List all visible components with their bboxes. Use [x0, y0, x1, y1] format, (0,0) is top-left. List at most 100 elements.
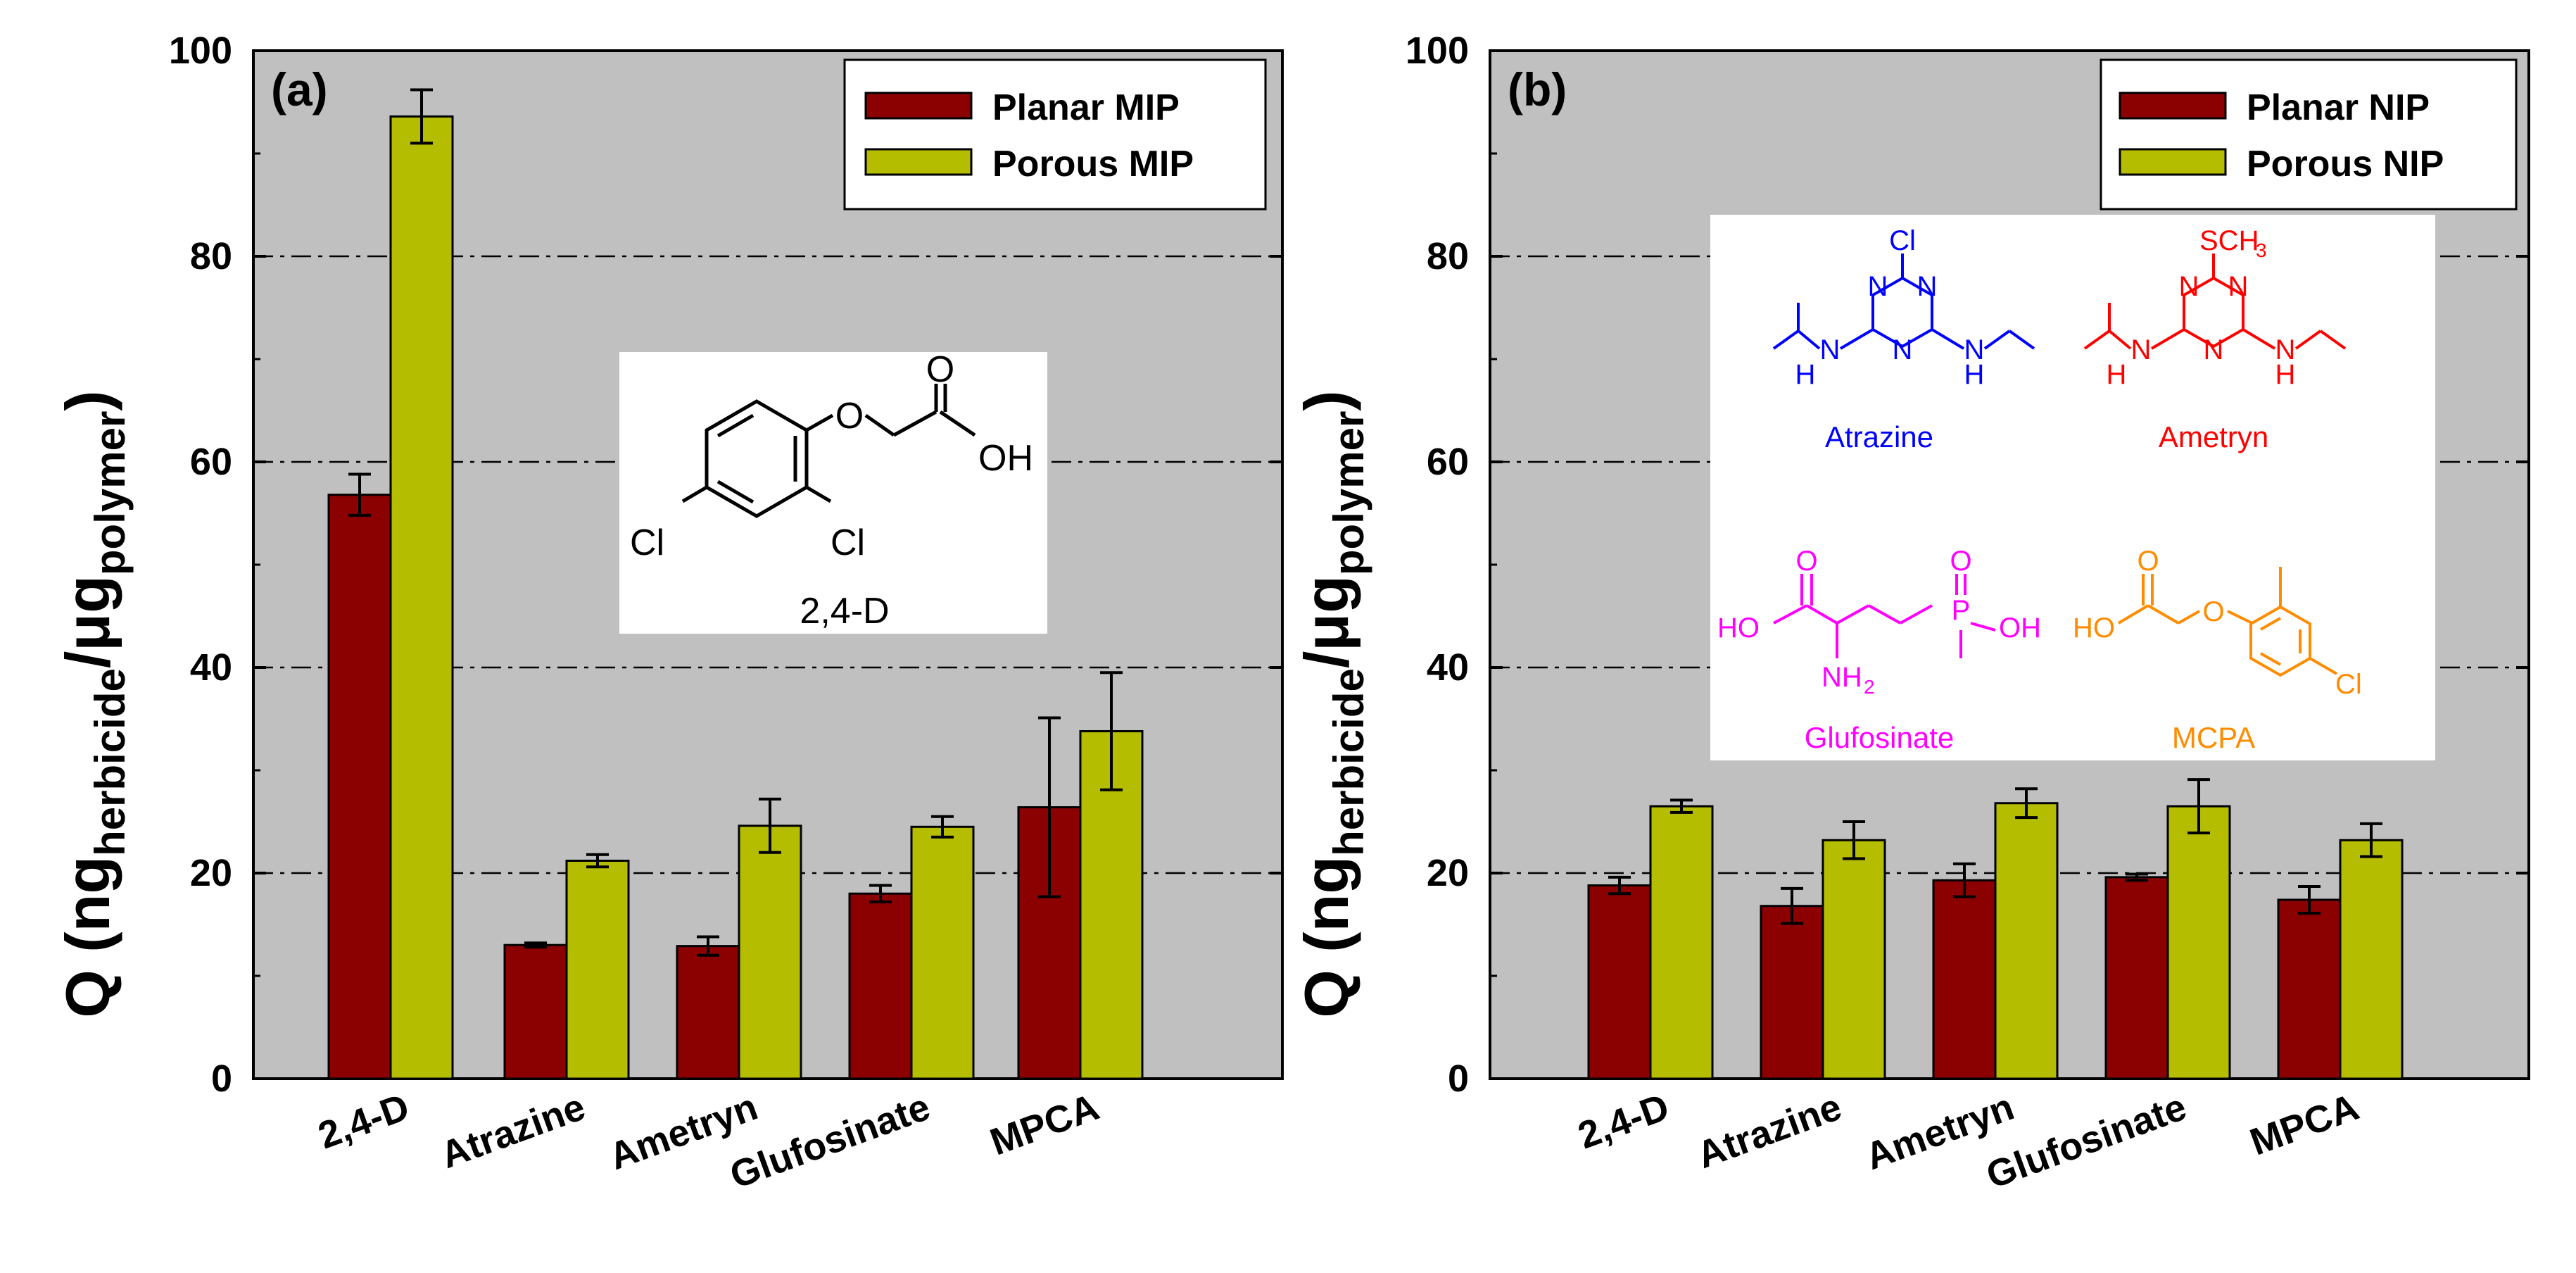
ametryn-n3: N	[2204, 334, 2224, 365]
glufosinate-name: Glufosinate	[1805, 721, 1954, 754]
bar-planar-mip-ametryn	[676, 945, 740, 1080]
mcpa-cl: Cl	[2335, 669, 2362, 700]
structure-glufosinate: O HO NH 2 O P OH Glufosinate	[1717, 546, 2041, 754]
x-category-label-2-4-d-a: 2,4-D	[312, 1086, 415, 1158]
atrazine-n2: N	[1917, 271, 1938, 302]
y-ticks-b: 0 20 40 60 80 100	[1406, 30, 2529, 1100]
bar-planar-nip-atrazine	[1760, 905, 1824, 1080]
structure-mcpa: O HO O Cl MCPA	[2073, 546, 2362, 754]
bar-planar-nip-2-4-d	[1587, 884, 1652, 1080]
bar-planar-mip-2-4-d	[327, 494, 392, 1080]
x-category-label-glufosinate-a: Glufosinate	[724, 1086, 935, 1197]
y-tick-label-a: 100	[169, 30, 232, 72]
y-axis-title-b: Q (ngherbicide/μgpolymer)	[1292, 390, 1372, 1017]
panel-label-b: (b)	[1508, 63, 1567, 115]
atrazine-nh-right: N	[1964, 334, 1985, 365]
ametryn-h-right: H	[2275, 359, 2296, 390]
bar-planar-nip-ametryn	[1932, 879, 1997, 1080]
bar-porous-mip-ametryn	[738, 824, 802, 1080]
ametryn-sch3-sub: 3	[2256, 239, 2267, 261]
chem-label-cl-para: Cl	[630, 522, 664, 563]
glufosinate-o1: O	[1795, 546, 1817, 577]
legend-swatch-planar-mip	[864, 92, 973, 120]
chem-label-o-ether: O	[835, 396, 864, 437]
atrazine-n1: N	[1868, 271, 1888, 302]
x-category-label-mpca-b: MPCA	[2244, 1086, 2364, 1164]
legend-label-planar-nip: Planar NIP	[2247, 87, 2430, 128]
mcpa-ho: HO	[2073, 613, 2115, 644]
ametryn-nh-left: N	[2131, 334, 2152, 365]
legend-swatch-porous-mip	[864, 148, 973, 176]
bar-planar-mip-glufosinate	[848, 892, 913, 1080]
legend-label-porous-mip: Porous MIP	[992, 144, 1194, 184]
ametryn-n1: N	[2179, 271, 2199, 302]
y-ticks-a: 0 20 40 60 80 100	[169, 30, 1282, 1100]
bar-porous-nip-atrazine	[1821, 839, 1886, 1080]
ametryn-sch3: SCH	[2199, 225, 2259, 256]
bar-porous-mip-glufosinate	[910, 825, 975, 1080]
y-tick-label-a: 60	[190, 441, 232, 483]
x-category-label-atrazine-a: Atrazine	[435, 1086, 591, 1177]
chem-label-o-carbonyl: O	[926, 349, 954, 390]
x-category-label-2-4-d-b: 2,4-D	[1572, 1086, 1674, 1158]
structure-atrazine: Cl N N N N H N H Atrazine	[1772, 225, 2035, 453]
y-tick-label-b: 0	[1448, 1058, 1469, 1100]
inset-24d-structure: O OH O Cl Cl 2,4-D	[619, 349, 1047, 634]
atrazine-h-right: H	[1964, 359, 1985, 390]
y-tick-label-a: 80	[190, 235, 232, 277]
panel-label-a: (a)	[271, 63, 328, 115]
chem-label-cl-ortho: Cl	[831, 522, 865, 563]
bar-planar-nip-mpca	[2277, 898, 2342, 1080]
inset-compound-name-24d: 2,4-D	[800, 591, 889, 632]
legend-box-a	[843, 58, 1267, 211]
atrazine-h-left: H	[1795, 359, 1816, 390]
legend-label-porous-nip: Porous NIP	[2247, 144, 2444, 184]
inset-box-b	[1710, 215, 2435, 760]
bars-a	[327, 88, 1144, 1080]
atrazine-n3: N	[1893, 334, 1913, 365]
atrazine-nh-left: N	[1820, 334, 1841, 365]
legend-label-planar-mip: Planar MIP	[992, 87, 1180, 128]
y-tick-label-b: 80	[1427, 235, 1469, 277]
atrazine-cl: Cl	[1889, 225, 1916, 256]
bar-porous-mip-atrazine	[565, 859, 630, 1080]
legend-a: Planar MIP Porous MIP	[843, 58, 1267, 211]
bar-porous-nip-2-4-d	[1649, 805, 1714, 1080]
bar-porous-mip-2-4-d	[389, 115, 454, 1080]
y-axis-title-a: Q (ngherbicide/μgpolymer)	[53, 390, 134, 1017]
bars-b	[1587, 778, 2404, 1080]
bar-planar-mip-atrazine	[503, 943, 568, 1080]
bar-porous-nip-mpca	[2339, 839, 2404, 1080]
glufosinate-oh: OH	[1999, 613, 2041, 644]
inset-box-a	[619, 352, 1047, 634]
bar-planar-nip-glufosinate	[2104, 876, 2169, 1080]
mcpa-name: MCPA	[2172, 721, 2255, 754]
x-category-label-mpca-a: MPCA	[985, 1086, 1104, 1164]
glufosinate-nh2-sub: 2	[1864, 676, 1875, 698]
ametryn-name: Ametryn	[2159, 420, 2268, 453]
legend-swatch-planar-nip	[2119, 92, 2227, 120]
glufosinate-nh2: NH	[1821, 662, 1862, 693]
chem-label-oh: OH	[978, 438, 1033, 479]
ametryn-nh-right: N	[2275, 334, 2296, 365]
inset-herbicide-structures: Cl N N N N H N H Atrazine	[1710, 215, 2435, 760]
structure-ametryn: SCH 3 N N N N H N H Ametryn	[2083, 225, 2347, 453]
y-tick-label-b: 60	[1427, 441, 1469, 483]
legend-swatch-porous-nip	[2119, 148, 2227, 176]
mcpa-o1: O	[2137, 546, 2159, 577]
y-tick-label-a: 20	[190, 852, 232, 894]
y-tick-label-b: 40	[1427, 646, 1469, 689]
y-tick-label-b: 20	[1427, 852, 1469, 894]
x-category-label-atrazine-b: Atrazine	[1691, 1086, 1847, 1177]
y-tick-label-a: 40	[190, 646, 232, 689]
y-tick-label-a: 0	[211, 1058, 232, 1100]
glufosinate-o2: O	[1950, 546, 1971, 577]
ametryn-h-left: H	[2107, 359, 2127, 390]
x-category-label-glufosinate-b: Glufosinate	[1981, 1086, 2192, 1197]
y-tick-label-b: 100	[1406, 30, 1469, 72]
bar-porous-nip-ametryn	[1994, 802, 2059, 1080]
benzene-ring-24d	[681, 384, 976, 518]
